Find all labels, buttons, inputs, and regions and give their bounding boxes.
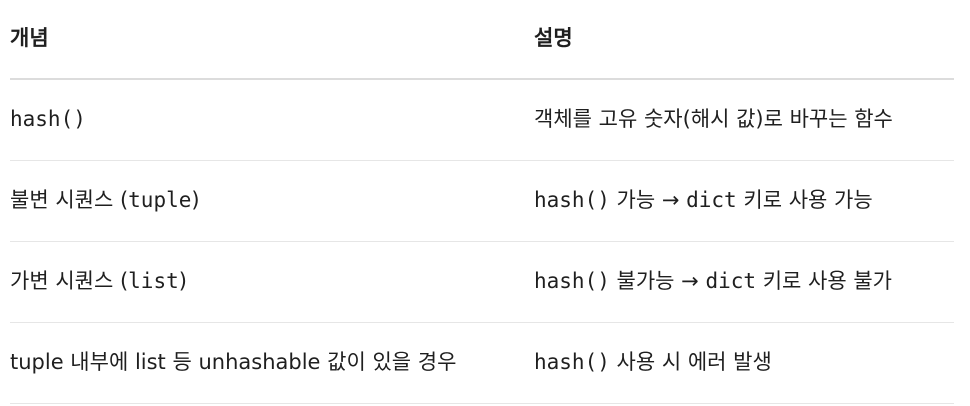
description-code: hash() bbox=[534, 350, 610, 375]
description-cell: 객체를 고유 숫자(해시 값)로 바꾸는 함수 bbox=[534, 107, 954, 132]
concept-text: 불변 시퀀스 ( bbox=[10, 188, 129, 213]
table-row: 불변 시퀀스 (tuple) hash() 가능 → dict 키로 사용 가능 bbox=[10, 161, 954, 242]
concept-code: hash() bbox=[10, 107, 86, 132]
table-header-row: 개념 설명 bbox=[10, 0, 954, 80]
table-row: hash() 객체를 고유 숫자(해시 값)로 바꾸는 함수 bbox=[10, 80, 954, 161]
concept-cell: tuple 내부에 list 등 unhashable 값이 있을 경우 bbox=[10, 350, 534, 375]
description-code: hash() bbox=[534, 269, 610, 294]
description-cell: hash() 가능 → dict 키로 사용 가능 bbox=[534, 188, 954, 213]
description-cell: hash() 사용 시 에러 발생 bbox=[534, 350, 954, 375]
description-code: dict bbox=[705, 269, 757, 294]
concept-code: tuple bbox=[128, 188, 192, 213]
concept-text: 가변 시퀀스 ( bbox=[10, 269, 129, 294]
description-text: 가능 → bbox=[609, 188, 687, 213]
header-description: 설명 bbox=[534, 26, 573, 51]
concept-table: 개념 설명 hash() 객체를 고유 숫자(해시 값)로 바꾸는 함수 불변 … bbox=[10, 0, 954, 404]
concept-cell: hash() bbox=[10, 107, 534, 132]
description-code: hash() bbox=[534, 188, 610, 213]
description-code: dict bbox=[686, 188, 737, 213]
concept-cell: 가변 시퀀스 (list) bbox=[10, 269, 534, 294]
description-text: 키로 사용 불가 bbox=[756, 269, 892, 294]
description-cell: hash() 불가능 → dict 키로 사용 불가 bbox=[534, 269, 954, 294]
description-text: 키로 사용 가능 bbox=[736, 188, 873, 213]
table-row: tuple 내부에 list 등 unhashable 값이 있을 경우 has… bbox=[10, 323, 954, 404]
description-text: 불가능 → bbox=[609, 269, 706, 294]
concept-text: tuple 내부에 list 등 unhashable 값이 있을 경우 bbox=[10, 350, 457, 375]
concept-code: list bbox=[128, 269, 179, 294]
concept-text: ) bbox=[178, 269, 187, 294]
description-text: 객체를 고유 숫자(해시 값)로 바꾸는 함수 bbox=[534, 107, 893, 132]
header-concept: 개념 bbox=[10, 26, 49, 51]
concept-cell: 불변 시퀀스 (tuple) bbox=[10, 188, 534, 213]
concept-text: ) bbox=[191, 188, 200, 213]
table-row: 가변 시퀀스 (list) hash() 불가능 → dict 키로 사용 불가 bbox=[10, 242, 954, 323]
description-text: 사용 시 에러 발생 bbox=[609, 350, 772, 375]
